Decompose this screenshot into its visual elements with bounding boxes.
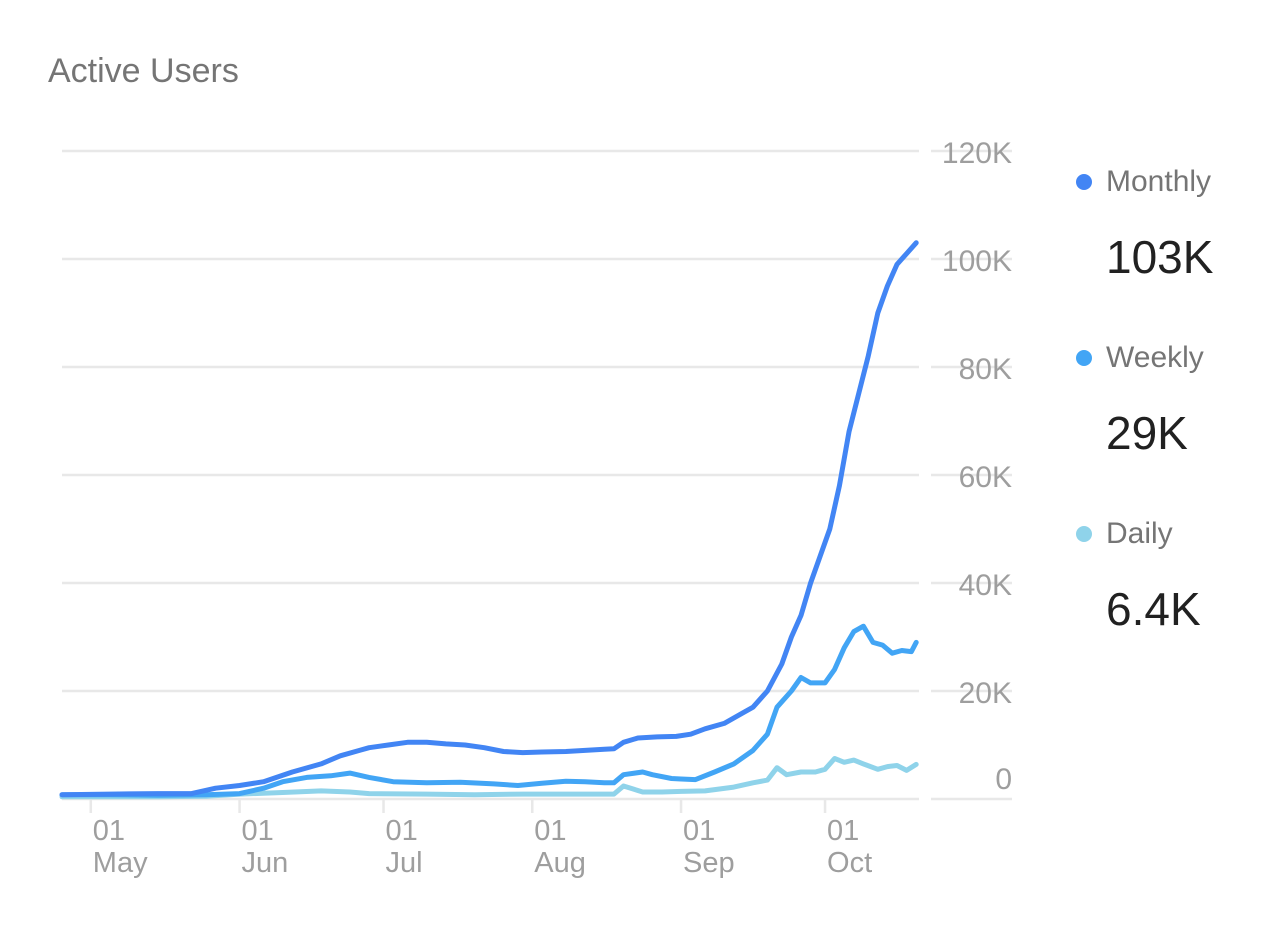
legend-label-weekly: Weekly	[1106, 341, 1204, 374]
y-tick-label: 40K	[959, 569, 1012, 602]
legend-label-daily: Daily	[1106, 517, 1173, 550]
x-tick-day: 01	[827, 815, 859, 847]
chart-title: Active Users	[48, 52, 239, 90]
x-tick-month: Jul	[386, 847, 423, 879]
x-tick-day: 01	[534, 815, 566, 847]
x-tick-month: Aug	[534, 847, 586, 879]
legend-item-daily[interactable]: Daily 6.4K	[1074, 512, 1274, 688]
weekly-dot-icon	[1076, 350, 1092, 366]
legend: Monthly 103K Weekly 29K Daily 6.4K	[1074, 160, 1274, 688]
x-tick-month: Oct	[827, 847, 872, 879]
x-tick-day: 01	[386, 815, 418, 847]
legend-value-monthly: 103K	[1106, 231, 1214, 283]
x-tick-month: Jun	[242, 847, 289, 879]
y-tick-label: 0	[995, 763, 1012, 796]
legend-value-daily: 6.4K	[1106, 583, 1201, 635]
legend-item-monthly[interactable]: Monthly 103K	[1074, 160, 1274, 336]
series-line-daily	[59, 756, 919, 800]
series-line-monthly	[59, 240, 919, 798]
legend-label-monthly: Monthly	[1106, 165, 1212, 198]
y-tick-label: 20K	[959, 677, 1012, 710]
x-tick-month: Sep	[683, 847, 735, 879]
x-tick-day: 01	[242, 815, 274, 847]
series-line-weekly	[59, 623, 919, 798]
legend-item-weekly[interactable]: Weekly 29K	[1074, 336, 1274, 512]
legend-value-weekly: 29K	[1106, 407, 1188, 459]
y-tick-label: 100K	[942, 245, 1012, 278]
x-tick-day: 01	[683, 815, 715, 847]
monthly-dot-icon	[1076, 174, 1092, 190]
y-tick-label: 80K	[959, 353, 1012, 386]
x-tick-day: 01	[93, 815, 125, 847]
daily-dot-icon	[1076, 526, 1092, 542]
x-tick-month: May	[93, 847, 148, 879]
y-tick-label: 60K	[959, 461, 1012, 494]
y-tick-label: 120K	[942, 137, 1012, 170]
